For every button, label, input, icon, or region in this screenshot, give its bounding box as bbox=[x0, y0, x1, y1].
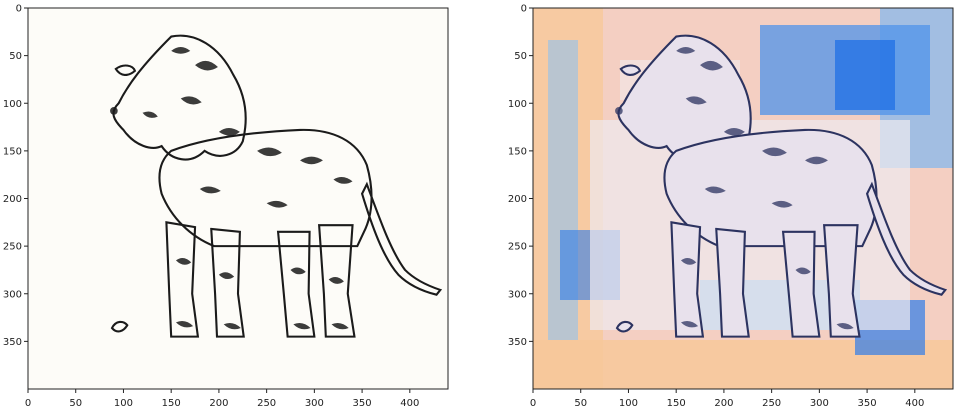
right-x-tick-label: 250 bbox=[762, 398, 781, 409]
left-x-tick-label: 400 bbox=[400, 398, 419, 409]
left-y-tick-label: 350 bbox=[3, 337, 22, 348]
left-image-background bbox=[28, 8, 448, 389]
right-x-tick-label: 350 bbox=[858, 398, 877, 409]
left-panel bbox=[27, 7, 449, 390]
right-x-tick-label: 400 bbox=[905, 398, 924, 409]
left-y-tick-label: 150 bbox=[3, 146, 22, 157]
right-x-tick-label: 0 bbox=[530, 398, 536, 409]
right-y-tick-label: 100 bbox=[508, 99, 527, 110]
right-x-tick-label: 300 bbox=[810, 398, 829, 409]
left-y-tick-label: 300 bbox=[3, 289, 22, 300]
left-x-tick-label: 50 bbox=[69, 398, 82, 409]
right-x-tick-label: 100 bbox=[619, 398, 638, 409]
right-y-tick-label: 150 bbox=[508, 146, 527, 157]
right-x-tick-label: 200 bbox=[714, 398, 733, 409]
left-lion-artwork bbox=[110, 34, 442, 338]
right-y-tick-label: 350 bbox=[508, 337, 527, 348]
left-y-tick-label: 250 bbox=[3, 242, 22, 253]
right-axis-ticks: 0 50 100 150 200 250 300 350 400 0 50 100 150 200 250 3… bbox=[508, 4, 924, 410]
left-x-tick-label: 300 bbox=[305, 398, 324, 409]
left-axis-ticks: 0 50 100 150 200 250 300 350 400 0 50 100 150 200 250 3… bbox=[3, 4, 419, 410]
left-x-tick-label: 200 bbox=[209, 398, 228, 409]
left-x-tick-label: 250 bbox=[257, 398, 276, 409]
right-lion-artwork bbox=[615, 34, 947, 338]
right-x-tick-label: 50 bbox=[574, 398, 587, 409]
left-y-tick-label: 100 bbox=[3, 99, 22, 110]
left-x-tick-label: 350 bbox=[353, 398, 372, 409]
left-y-tick-label: 50 bbox=[9, 51, 22, 62]
left-y-tick-label: 0 bbox=[16, 4, 22, 15]
left-x-tick-label: 150 bbox=[162, 398, 181, 409]
left-x-tick-label: 100 bbox=[114, 398, 133, 409]
right-y-tick-label: 250 bbox=[508, 242, 527, 253]
right-x-tick-label: 150 bbox=[667, 398, 686, 409]
left-y-tick-label: 200 bbox=[3, 194, 22, 205]
right-y-tick-label: 0 bbox=[521, 4, 527, 15]
right-y-tick-label: 300 bbox=[508, 289, 527, 300]
right-panel bbox=[532, 7, 954, 390]
left-x-tick-label: 0 bbox=[25, 398, 31, 409]
right-y-tick-label: 50 bbox=[514, 51, 527, 62]
right-y-tick-label: 200 bbox=[508, 194, 527, 205]
